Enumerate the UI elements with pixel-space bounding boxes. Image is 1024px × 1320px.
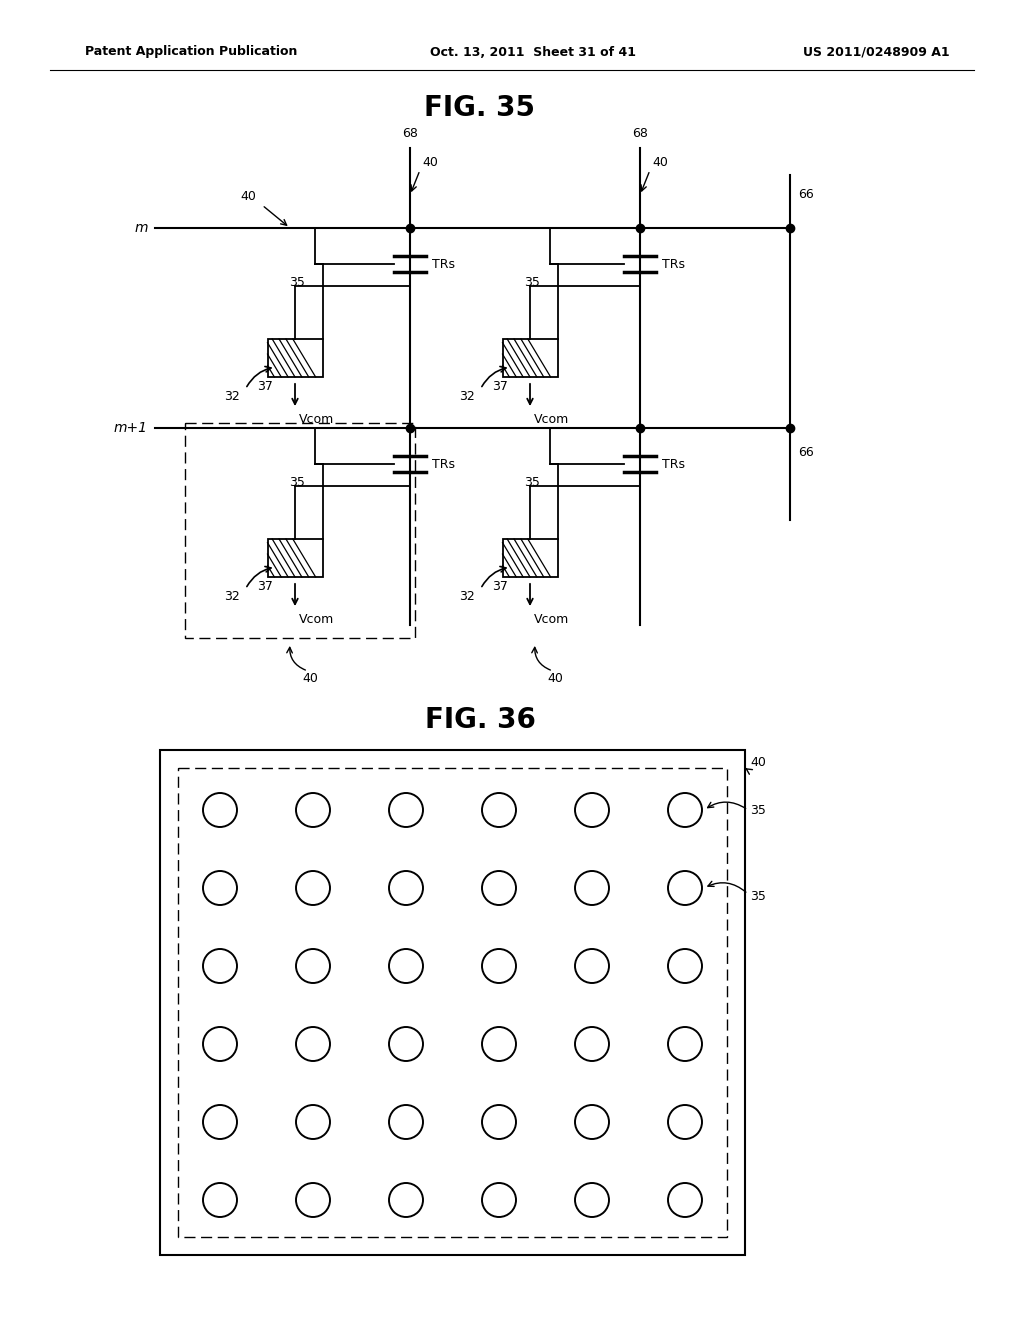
Circle shape: [482, 1027, 516, 1061]
Text: m: m: [134, 220, 148, 235]
Bar: [503, 539, 557, 577]
Circle shape: [482, 1105, 516, 1139]
Text: 32: 32: [223, 590, 240, 603]
Text: FIG. 35: FIG. 35: [425, 94, 536, 121]
Text: Vcom: Vcom: [534, 413, 569, 426]
Circle shape: [203, 793, 237, 828]
Text: 35: 35: [750, 890, 766, 903]
Circle shape: [203, 949, 237, 983]
Circle shape: [203, 871, 237, 906]
Circle shape: [668, 793, 702, 828]
Text: 32: 32: [459, 391, 474, 404]
Bar: [160, 750, 745, 1255]
Text: FIG. 36: FIG. 36: [425, 706, 536, 734]
Circle shape: [575, 1105, 609, 1139]
Bar: [503, 339, 557, 378]
Text: Patent Application Publication: Patent Application Publication: [85, 45, 297, 58]
Text: 40: 40: [547, 672, 563, 685]
Circle shape: [668, 1105, 702, 1139]
Circle shape: [296, 1183, 330, 1217]
Circle shape: [296, 793, 330, 828]
Text: 40: 40: [240, 190, 256, 202]
Text: 35: 35: [289, 477, 305, 490]
Text: m+1: m+1: [114, 421, 148, 436]
Circle shape: [389, 949, 423, 983]
Circle shape: [482, 793, 516, 828]
Circle shape: [389, 1027, 423, 1061]
Circle shape: [296, 1105, 330, 1139]
Bar: [178, 768, 727, 1237]
Circle shape: [203, 1027, 237, 1061]
Circle shape: [668, 1027, 702, 1061]
Text: US 2011/0248909 A1: US 2011/0248909 A1: [804, 45, 950, 58]
Circle shape: [575, 871, 609, 906]
Text: Oct. 13, 2011  Sheet 31 of 41: Oct. 13, 2011 Sheet 31 of 41: [430, 45, 636, 58]
Circle shape: [296, 1027, 330, 1061]
Circle shape: [668, 871, 702, 906]
Circle shape: [389, 1183, 423, 1217]
Text: TRs: TRs: [662, 458, 685, 470]
Text: 35: 35: [524, 276, 540, 289]
Text: TRs: TRs: [432, 257, 455, 271]
Text: 32: 32: [459, 590, 474, 603]
Circle shape: [296, 949, 330, 983]
Circle shape: [575, 1183, 609, 1217]
Circle shape: [575, 949, 609, 983]
Text: 35: 35: [524, 477, 540, 490]
Text: 40: 40: [302, 672, 317, 685]
Circle shape: [203, 1105, 237, 1139]
Circle shape: [389, 1105, 423, 1139]
Circle shape: [296, 871, 330, 906]
Text: 35: 35: [750, 804, 766, 817]
Text: 68: 68: [402, 127, 418, 140]
Text: Vcom: Vcom: [534, 612, 569, 626]
Text: 37: 37: [493, 581, 508, 594]
Text: 37: 37: [493, 380, 508, 393]
Circle shape: [203, 1183, 237, 1217]
Text: 66: 66: [798, 189, 814, 202]
Text: TRs: TRs: [662, 257, 685, 271]
Text: 40: 40: [750, 756, 766, 770]
Text: Vcom: Vcom: [299, 413, 334, 426]
Text: 66: 66: [798, 446, 814, 459]
Circle shape: [482, 949, 516, 983]
Circle shape: [575, 1027, 609, 1061]
Bar: [267, 539, 323, 577]
Bar: [185, 422, 415, 638]
Circle shape: [389, 793, 423, 828]
Circle shape: [482, 1183, 516, 1217]
Circle shape: [668, 1183, 702, 1217]
Text: 40: 40: [652, 156, 668, 169]
Text: TRs: TRs: [432, 458, 455, 470]
Circle shape: [389, 871, 423, 906]
Text: 40: 40: [422, 156, 438, 169]
Circle shape: [668, 949, 702, 983]
Text: 35: 35: [289, 276, 305, 289]
Text: 68: 68: [632, 127, 648, 140]
Text: 32: 32: [223, 391, 240, 404]
Text: Vcom: Vcom: [299, 612, 334, 626]
Circle shape: [482, 871, 516, 906]
Text: 37: 37: [257, 380, 273, 393]
Circle shape: [575, 793, 609, 828]
Bar: [267, 339, 323, 378]
Text: 37: 37: [257, 581, 273, 594]
